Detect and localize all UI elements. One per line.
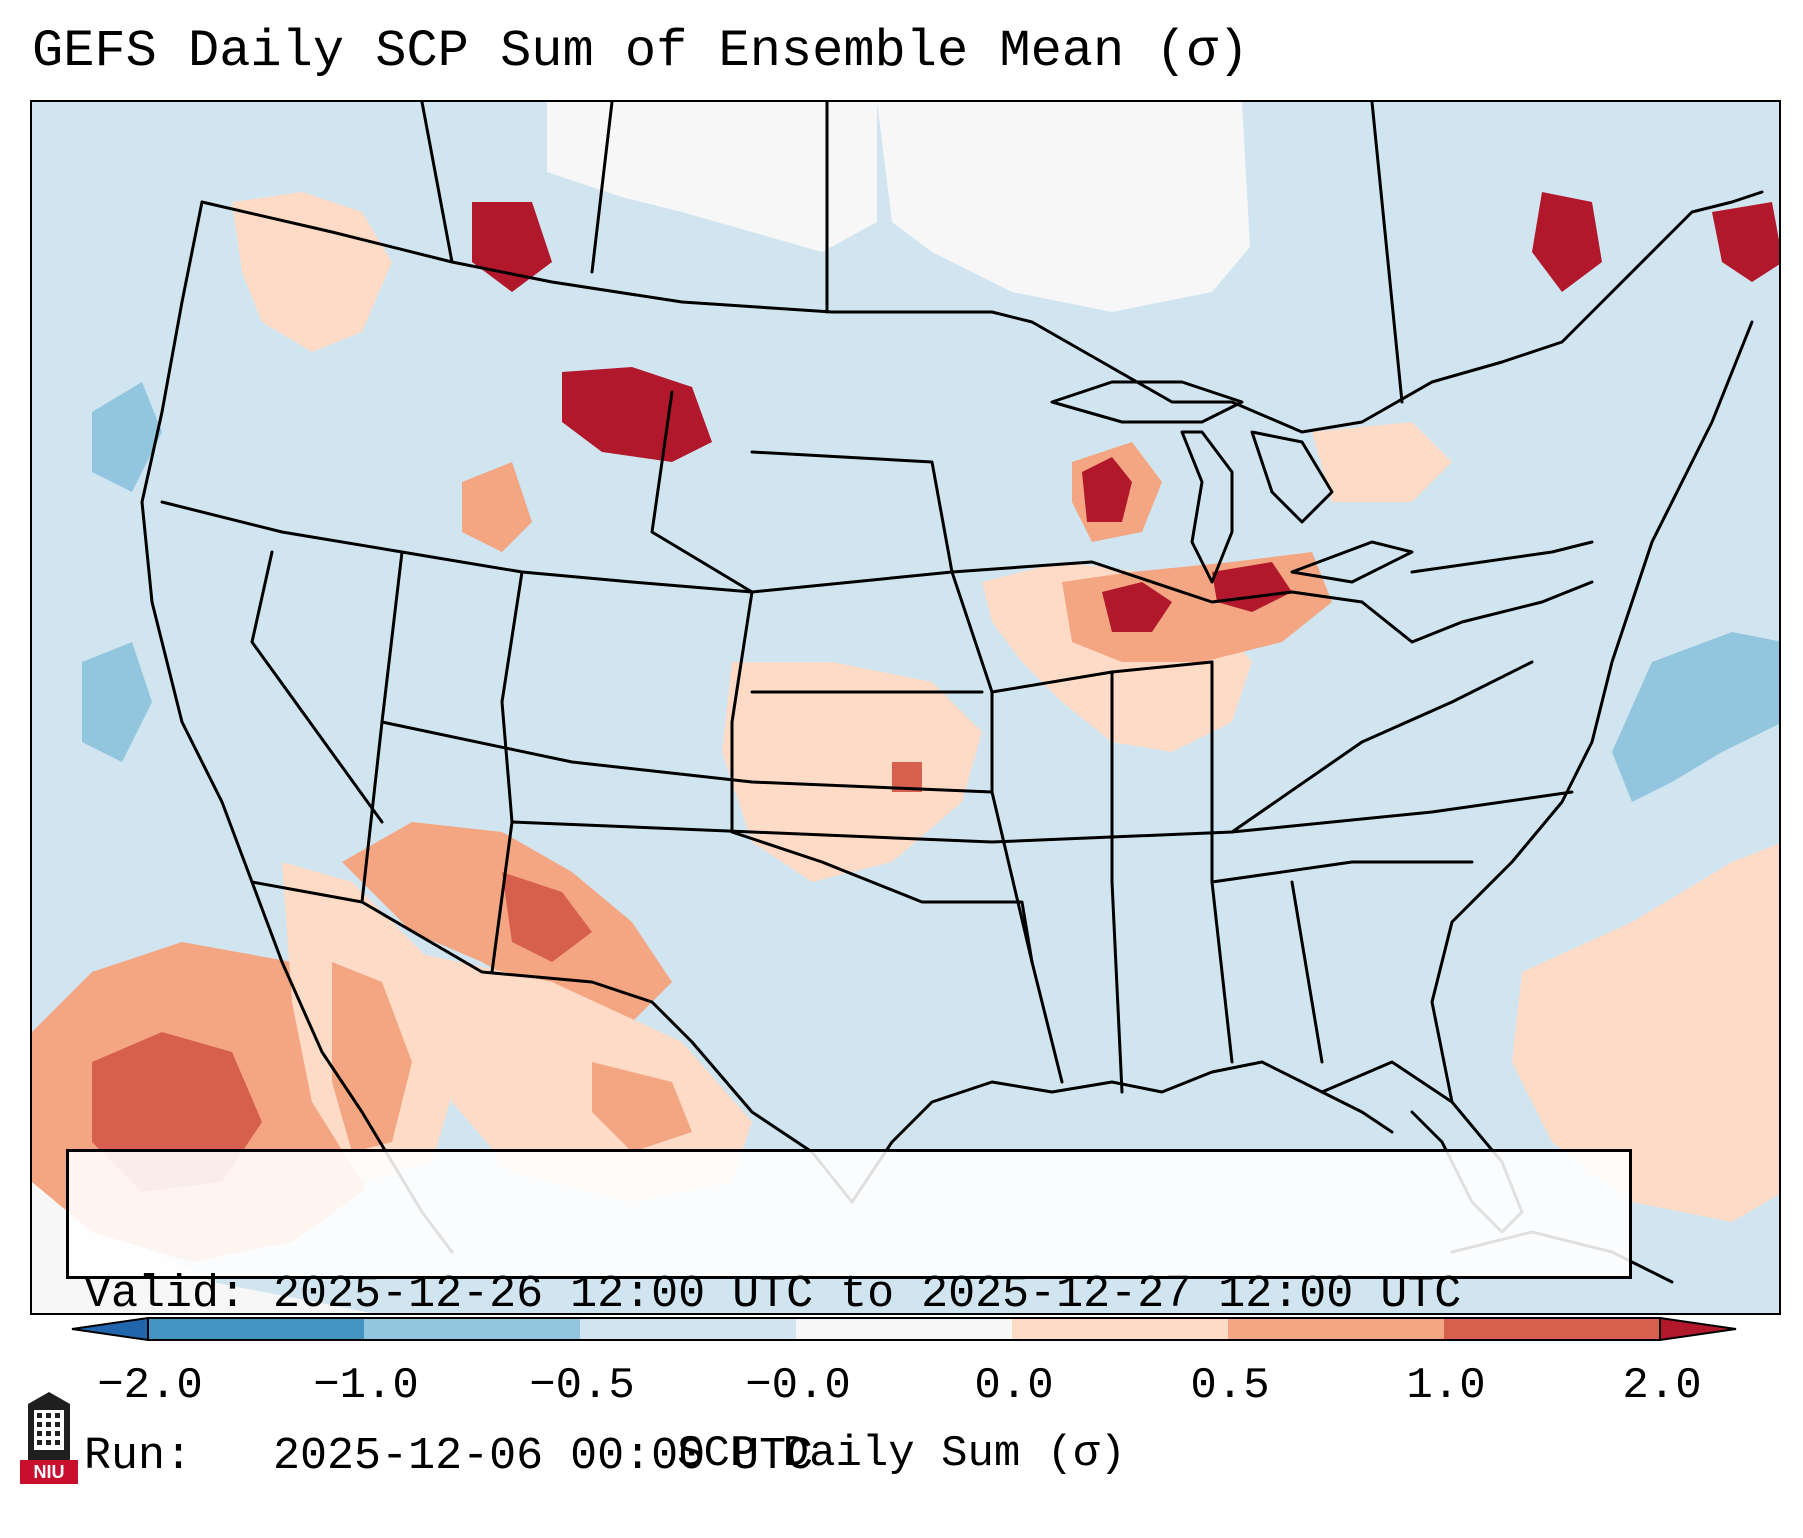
state-line-8 xyxy=(650,390,754,594)
ohio-valley-maximum xyxy=(1102,582,1172,632)
colorbar-tick-label: 2.0 xyxy=(1622,1361,1702,1411)
canada-line-2 xyxy=(590,102,614,274)
southwest-core xyxy=(502,872,592,962)
colorbar-label: SCP Daily Sum (σ) xyxy=(677,1429,1126,1479)
quebec-maximum xyxy=(1712,202,1779,282)
lake-michigan xyxy=(1180,430,1234,584)
pacific-negative-area-south xyxy=(82,642,152,762)
state-line-15 xyxy=(730,830,1034,964)
atlantic-enhancement xyxy=(1512,843,1779,1222)
colorbar-tick-label: −2.0 xyxy=(97,1361,203,1411)
state-line-16 xyxy=(1110,670,1124,1094)
us-canada-border xyxy=(200,190,1764,434)
great-lakes-enhancement xyxy=(1312,422,1452,502)
prairie-missing-data xyxy=(547,102,877,252)
canada-missing-data xyxy=(877,102,1250,312)
state-line-5 xyxy=(380,720,994,794)
atlantic-negative-area xyxy=(1612,632,1779,802)
southwest-enhancement xyxy=(342,822,672,1022)
state-line-20 xyxy=(1230,660,1534,834)
valid-row: Valid: 2025-12-26 12:00 UTC to 2025-12-2… xyxy=(84,1268,1629,1322)
valid-run-box: Valid: 2025-12-26 12:00 UTC to 2025-12-2… xyxy=(66,1149,1632,1482)
colorbar-tick-label: 0.5 xyxy=(1190,1361,1270,1411)
colorbar-svg xyxy=(71,1316,1737,1342)
run-row: Run: 2025-12-06 00:00 UTC xyxy=(84,1430,1629,1484)
baja-core xyxy=(332,962,412,1152)
east-coast xyxy=(1430,320,1754,1104)
pacific-northwest-enhancement xyxy=(232,192,392,352)
colorbar-bin-6 xyxy=(1444,1318,1660,1340)
colorbar-bin-2 xyxy=(580,1318,796,1340)
mexico-core xyxy=(592,1062,692,1152)
niu-building-icon xyxy=(28,1392,70,1460)
colorbar-tick-label: 1.0 xyxy=(1406,1361,1486,1411)
niu-logo: NIU xyxy=(20,1392,78,1488)
state-line-19 xyxy=(1210,860,1474,884)
niu-logo-text: NIU xyxy=(20,1460,78,1484)
northern-plains-maximum xyxy=(562,367,712,462)
colorbar xyxy=(71,1316,1737,1342)
mexico-border xyxy=(250,880,854,1204)
state-line-1 xyxy=(160,500,754,594)
colorbar-extend-high xyxy=(1659,1316,1737,1342)
colorbar-bin-5 xyxy=(1228,1318,1444,1340)
upper-midwest-maximum xyxy=(1082,457,1132,522)
valid-label: Valid: xyxy=(84,1269,247,1320)
colorbar-bin-3 xyxy=(796,1318,1012,1340)
canada-line-4 xyxy=(1370,102,1404,404)
colorbar-tick-label: −1.0 xyxy=(313,1361,419,1411)
state-line-21 xyxy=(1360,580,1594,644)
state-line-18 xyxy=(1290,880,1324,1064)
southern-plains-spot xyxy=(892,762,922,792)
state-line-2 xyxy=(250,550,384,824)
colorbar-bin-0 xyxy=(148,1318,364,1340)
canada-maximum-east xyxy=(1532,192,1602,292)
canada-line-1 xyxy=(420,102,454,264)
state-line-22 xyxy=(1410,540,1594,574)
run-value: 2025-12-06 00:00 UTC xyxy=(273,1431,814,1482)
pacific-negative-area xyxy=(92,382,162,492)
scp-field xyxy=(32,192,1779,1262)
colorbar-bin-4 xyxy=(1012,1318,1228,1340)
lake-erie xyxy=(1290,540,1414,584)
colorbar-tick-label: −0.5 xyxy=(529,1361,635,1411)
colorbar-bin-1 xyxy=(364,1318,580,1340)
run-label: Run: xyxy=(84,1431,193,1482)
state-line-10 xyxy=(750,570,954,594)
map-svg xyxy=(32,102,1779,1313)
map-panel xyxy=(30,100,1781,1315)
northern-plains-enhancement xyxy=(462,462,532,552)
gulf-coast xyxy=(850,1060,1394,1204)
state-line-7 xyxy=(730,590,754,834)
colorbar-tick-label: 0.0 xyxy=(974,1361,1054,1411)
map-title: GEFS Daily SCP Sum of Ensemble Mean (σ) xyxy=(32,22,1249,81)
southern-plains-enhancement xyxy=(722,662,982,882)
lake-superior xyxy=(1050,380,1244,424)
state-line-12 xyxy=(950,560,1364,604)
colorbar-extend-low xyxy=(71,1316,149,1342)
colorbar-outline xyxy=(147,1317,1661,1341)
valid-value: 2025-12-26 12:00 UTC to 2025-12-27 12:00… xyxy=(273,1269,1462,1320)
colorbar-tick-label: −0.0 xyxy=(745,1361,851,1411)
state-line-4 xyxy=(490,570,524,974)
lake-huron xyxy=(1250,430,1334,524)
